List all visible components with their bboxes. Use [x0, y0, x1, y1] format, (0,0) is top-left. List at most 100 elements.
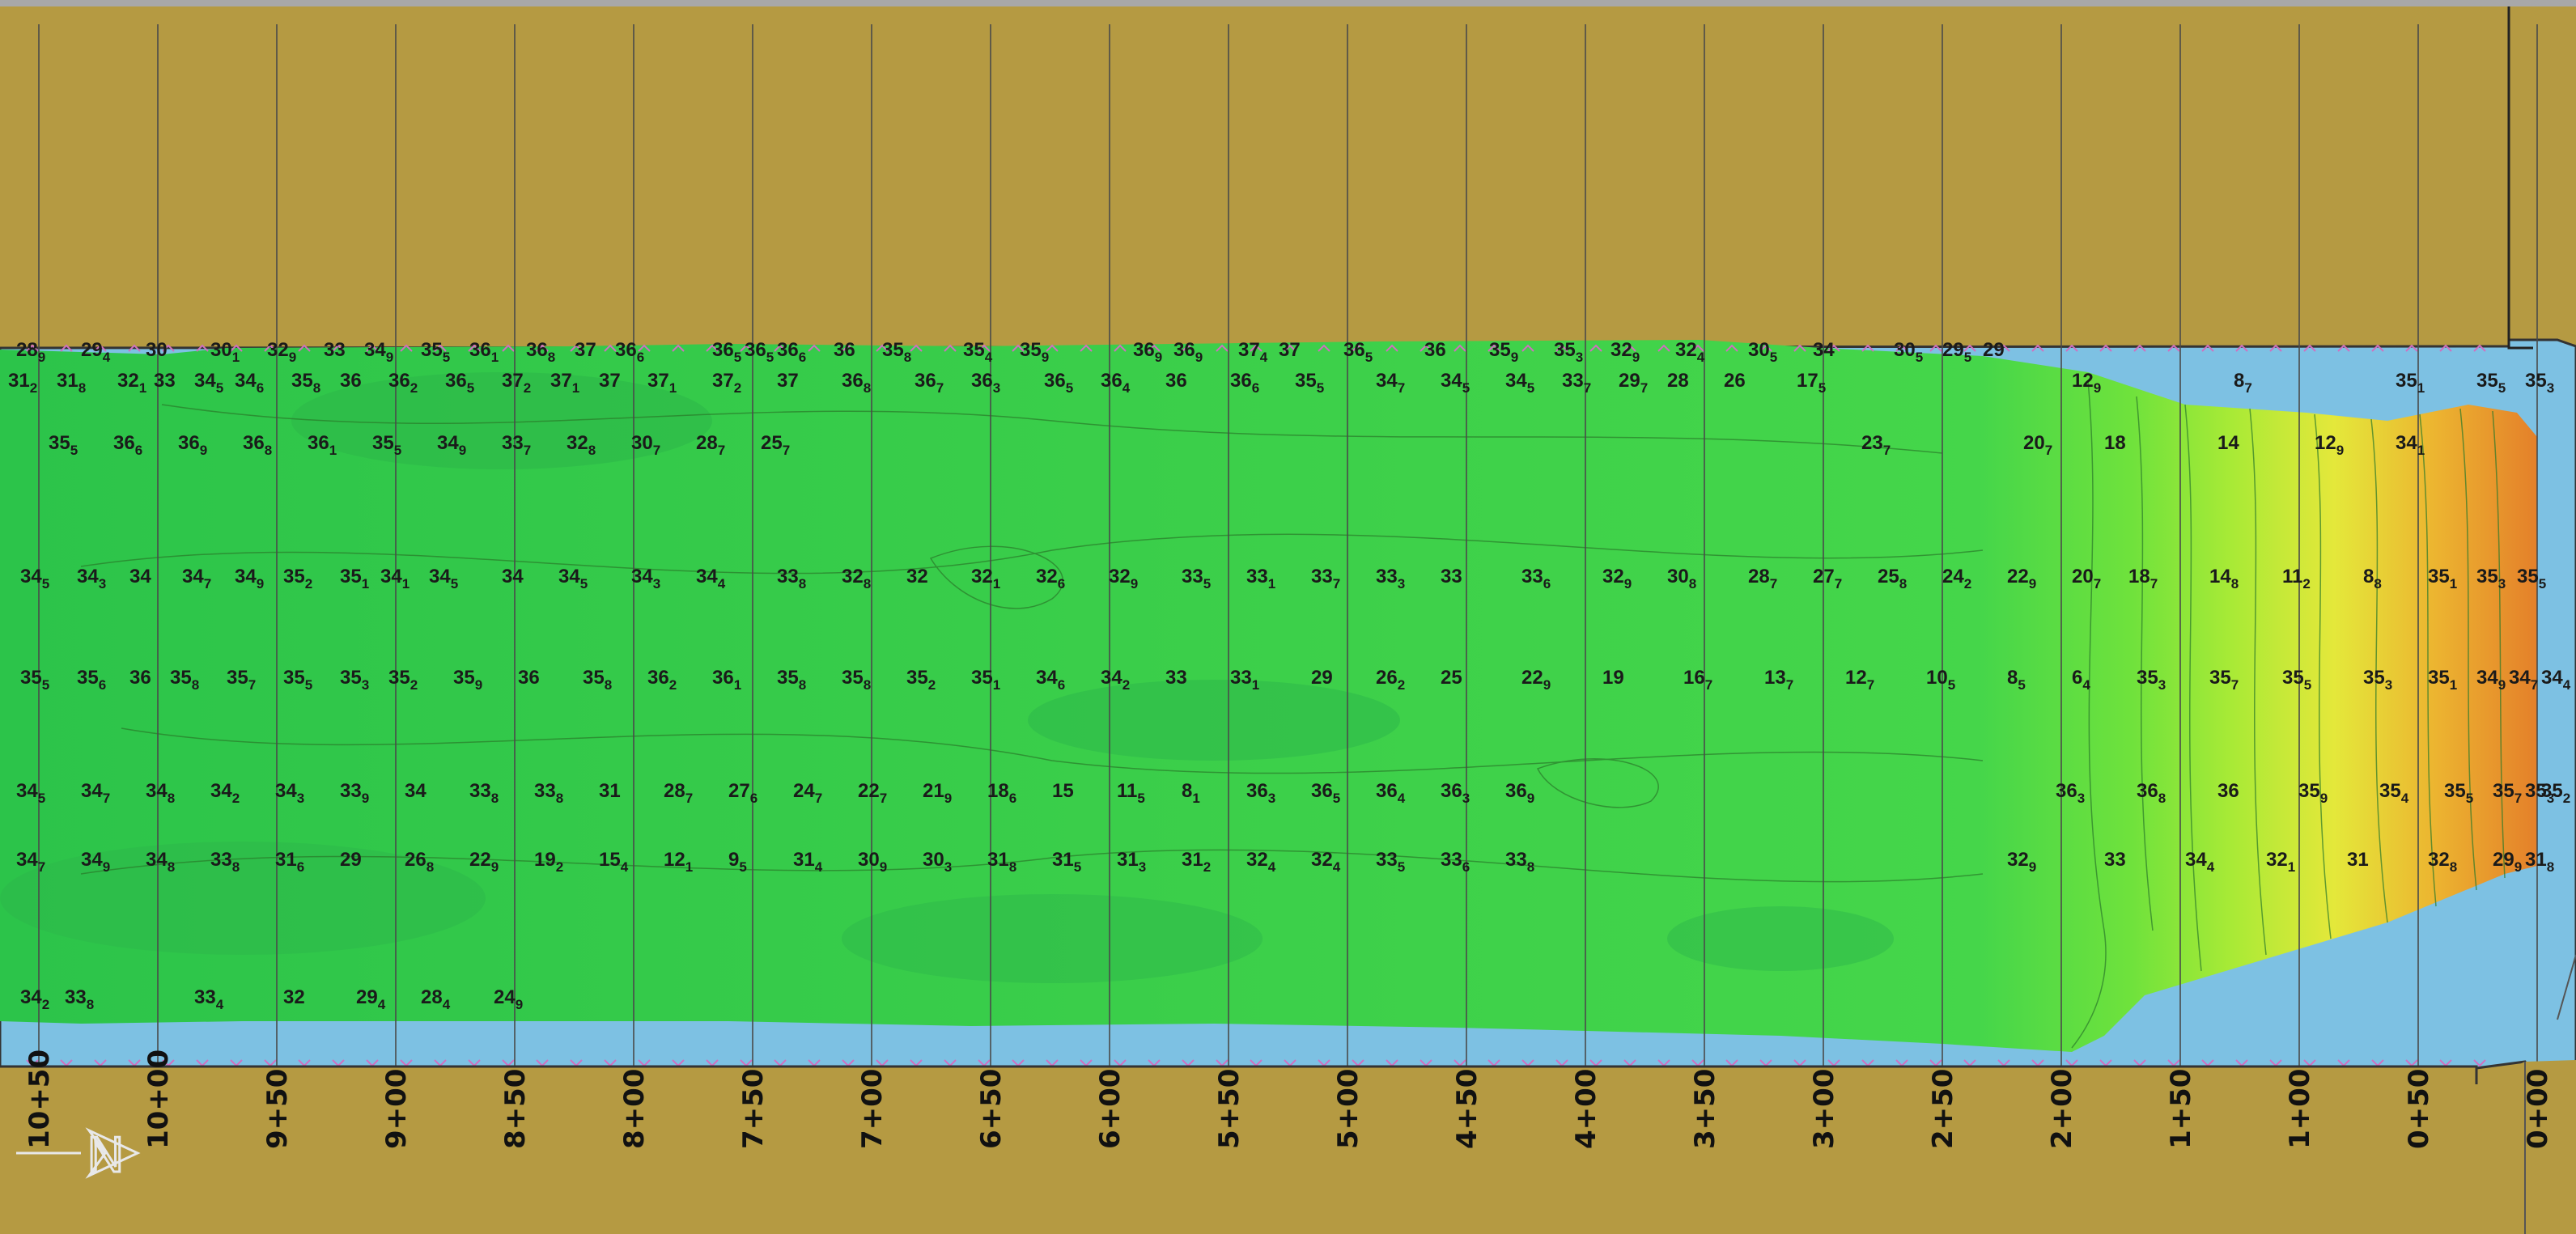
bank-marker	[2167, 344, 2180, 352]
sounding-label: 34	[405, 780, 427, 802]
bank-marker	[2303, 344, 2316, 352]
bank-marker	[26, 344, 39, 352]
sounding-label: 276	[728, 780, 758, 806]
sounding-label: 343	[275, 780, 304, 806]
sounding-label: 334	[194, 986, 224, 1012]
sounding-label: 359	[1489, 339, 1518, 365]
sounding-label: 305	[1748, 339, 1777, 365]
sounding-label: 354	[963, 339, 993, 365]
station-label: 1+50	[2165, 1069, 2197, 1149]
bank-marker	[332, 344, 345, 352]
station-label: 9+00	[380, 1069, 413, 1149]
sounding-label: 268	[405, 849, 434, 875]
sounding-label: 175	[1797, 370, 1826, 396]
sounding-label: 364	[1101, 370, 1131, 396]
sounding-label: 207	[2023, 432, 2052, 458]
sounding-label: 289	[16, 339, 45, 365]
bank-marker	[1420, 344, 1432, 352]
sounding-label: 14	[2217, 432, 2239, 454]
sounding-label: 127	[1845, 667, 1874, 693]
sounding-label: 34	[129, 566, 151, 587]
sounding-label: 355	[2517, 566, 2546, 592]
sounding-label: 297	[1619, 370, 1648, 396]
sounding-label: 359	[2298, 780, 2328, 806]
bank-marker	[1997, 344, 2010, 352]
sounding-label: 247	[793, 780, 822, 806]
sounding-label: 372	[712, 370, 741, 396]
bank-marker	[60, 344, 73, 352]
sounding-label: 366	[777, 339, 806, 365]
sounding-label: 32	[283, 986, 305, 1008]
sounding-label: 314	[793, 849, 823, 875]
bank-marker	[842, 344, 855, 352]
sounding-label: 369	[1173, 339, 1203, 365]
sounding-label: 312	[8, 370, 37, 396]
sounding-label: 312	[1182, 849, 1211, 875]
sounding-label: 366	[615, 339, 644, 365]
sounding-label: 95	[728, 849, 747, 875]
sounding-label: 36	[129, 667, 151, 689]
sounding-label: 355	[283, 667, 312, 693]
bank-marker	[2337, 344, 2350, 352]
sounding-label: 351	[2396, 370, 2425, 396]
sounding-label: 347	[2509, 667, 2538, 693]
bank-marker	[1555, 344, 1568, 352]
sounding-label: 344	[2541, 667, 2571, 693]
sounding-label: 331	[1246, 566, 1275, 592]
sounding-label: 368	[526, 339, 555, 365]
sounding-label: 353	[2476, 566, 2506, 592]
sounding-label: 328	[567, 432, 596, 458]
sounding-label: 154	[599, 849, 629, 875]
sounding-label: 353	[2525, 780, 2554, 806]
sounding-label: 338	[534, 780, 563, 806]
sounding-label: 344	[696, 566, 726, 592]
bank-marker	[502, 344, 515, 352]
sounding-label: 129	[2315, 432, 2344, 458]
sounding-label: 353	[2137, 667, 2166, 693]
sounding-label: 257	[761, 432, 790, 458]
sounding-label: 318	[2525, 849, 2554, 875]
bank-marker	[706, 344, 719, 352]
sounding-label: 333	[1376, 566, 1405, 592]
sounding-label: 342	[210, 780, 240, 806]
sounding-label: 237	[1861, 432, 1891, 458]
station-label: 6+50	[975, 1069, 1008, 1149]
bank-marker	[1827, 344, 1840, 352]
sounding-label: 262	[1376, 667, 1405, 693]
sounding-label: 357	[2493, 780, 2522, 806]
sounding-label: 338	[210, 849, 240, 875]
station-label: 1+00	[2284, 1069, 2316, 1149]
sounding-label: 326	[1036, 566, 1065, 592]
bank-marker	[604, 344, 617, 352]
sounding-label: 337	[1311, 566, 1340, 592]
bank-marker	[2473, 344, 2486, 352]
sounding-label: 342	[1101, 667, 1130, 693]
bank-marker	[910, 344, 923, 352]
sounding-label: 369	[1133, 339, 1162, 365]
sounding-label: 351	[2428, 667, 2457, 693]
bank-marker	[2439, 344, 2452, 352]
sounding-label: 287	[696, 432, 725, 458]
bank-marker	[876, 344, 889, 352]
deep-patch	[1028, 680, 1400, 761]
sounding-label: 324	[1246, 849, 1276, 875]
sounding-label: 30	[146, 339, 168, 361]
sounding-label: 353	[2363, 667, 2392, 693]
sounding-label: 36	[1424, 339, 1446, 361]
bank-marker	[128, 344, 141, 352]
station-label: 0+00	[2522, 1069, 2554, 1149]
bank-marker	[400, 344, 413, 352]
sounding-label: 353	[2525, 370, 2554, 396]
station-label: 2+50	[1927, 1069, 1959, 1149]
sounding-label: 355	[372, 432, 401, 458]
sounding-label: 345	[1441, 370, 1470, 396]
bank-marker	[1046, 344, 1059, 352]
contour-lines	[80, 380, 2506, 1049]
bank-marker	[978, 344, 991, 352]
bank-marker	[2065, 344, 2078, 352]
deep-patch	[842, 894, 1263, 983]
sounding-label: 29	[1983, 339, 2005, 361]
sounding-label: 37	[777, 370, 799, 392]
top-border	[0, 0, 2576, 6]
station-label: 3+50	[1689, 1069, 1721, 1149]
